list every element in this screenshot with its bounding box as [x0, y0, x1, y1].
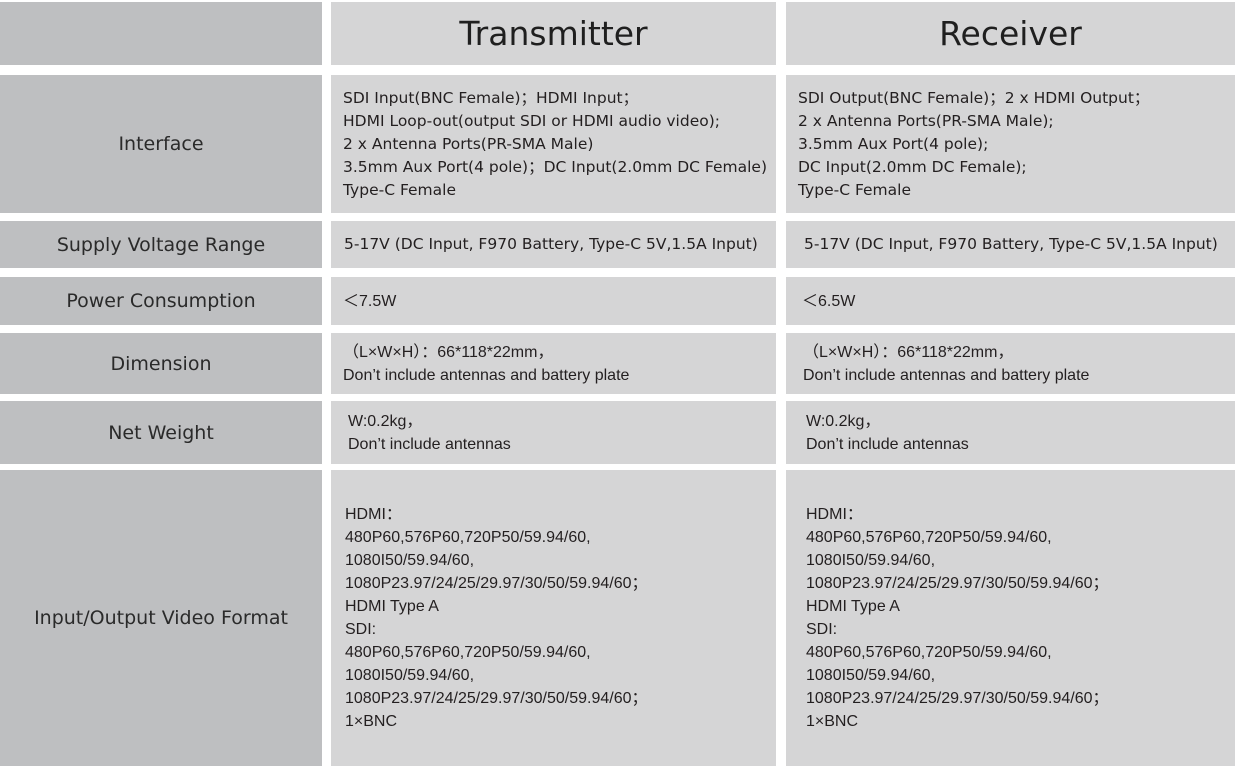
header-corner: [0, 2, 322, 65]
transmitter-interface: SDI Input(BNC Female)；HDMI Input； HDMI L…: [331, 75, 776, 213]
label-interface: Interface: [0, 75, 322, 213]
label-video-format: Input/Output Video Format: [0, 470, 322, 766]
label-power-consumption: Power Consumption: [0, 277, 322, 325]
transmitter-power-consumption: ＜7.5W: [331, 277, 776, 325]
label-dimension: Dimension: [0, 333, 322, 394]
receiver-power-consumption: ＜6.5W: [786, 277, 1235, 325]
label-net-weight: Net Weight: [0, 401, 322, 464]
label-supply-voltage: Supply Voltage Range: [0, 221, 322, 268]
receiver-video-format: HDMI： 480P60,576P60,720P50/59.94/60, 108…: [786, 470, 1235, 766]
header-transmitter: Transmitter: [331, 2, 776, 65]
receiver-net-weight: W:0.2kg， Don’t include antennas: [786, 401, 1235, 464]
transmitter-supply-voltage: 5-17V (DC Input, F970 Battery, Type-C 5V…: [331, 221, 776, 268]
transmitter-video-format: HDMI： 480P60,576P60,720P50/59.94/60, 108…: [331, 470, 776, 766]
transmitter-net-weight: W:0.2kg， Don’t include antennas: [331, 401, 776, 464]
header-receiver: Receiver: [786, 2, 1235, 65]
receiver-interface: SDI Output(BNC Female)；2 x HDMI Output； …: [786, 75, 1235, 213]
receiver-supply-voltage: 5-17V (DC Input, F970 Battery, Type-C 5V…: [786, 221, 1235, 268]
transmitter-dimension: （L×W×H）：66*118*22mm， Don’t include anten…: [331, 333, 776, 394]
receiver-dimension: （L×W×H）：66*118*22mm， Don’t include anten…: [786, 333, 1235, 394]
